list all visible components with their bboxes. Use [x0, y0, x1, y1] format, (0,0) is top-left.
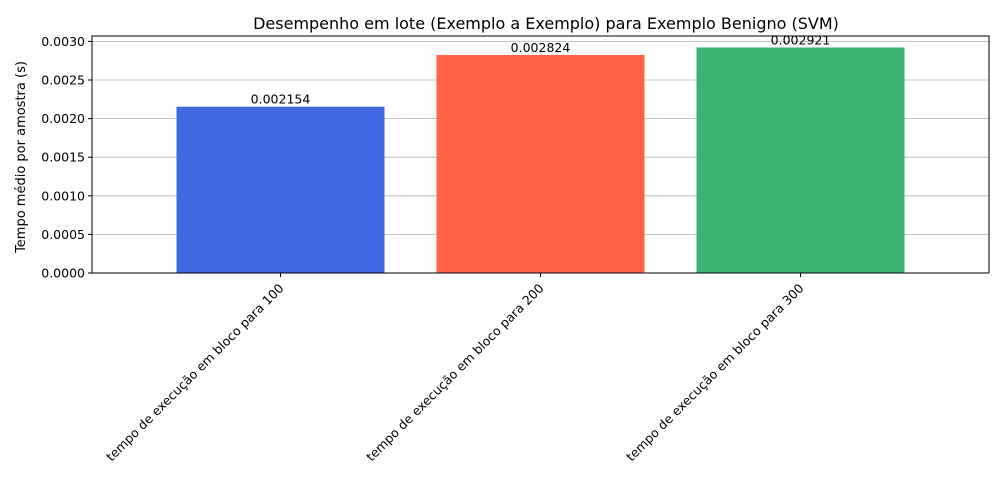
bar-value-label: 0.002154	[251, 92, 311, 107]
y-tick-label: 0.0020	[41, 111, 85, 126]
bars	[176, 47, 905, 274]
plot-frame	[91, 35, 990, 274]
bar	[696, 47, 905, 273]
y-axis-ticks: 0.0000 0.0005 0.0010 0.0015 0.0020 0.0025 0.00…	[41, 34, 92, 281]
x-axis-ticks: tempo de execução em bloco para 100 tempo…	[103, 273, 807, 464]
bar-value-label: 0.002921	[771, 33, 831, 48]
x-tick-label: tempo de execução em bloco para 100	[103, 280, 287, 464]
bar-value-label: 0.002824	[511, 40, 571, 55]
y-tick-label: 0.0000	[41, 266, 85, 281]
y-tick-label: 0.0030	[41, 34, 85, 49]
y-tick-label: 0.0015	[41, 150, 85, 165]
chart-title: Desempenho em lote (Exemplo a Exemplo) p…	[253, 14, 839, 33]
y-tick-label: 0.0025	[41, 73, 85, 88]
y-tick-label: 0.0010	[41, 188, 85, 203]
bar	[436, 54, 645, 274]
y-tick-label: 0.0005	[41, 227, 85, 242]
y-axis-label: Tempo médio por amostra (s)	[14, 61, 29, 254]
x-tick-label: tempo de execução em bloco para 300	[623, 280, 807, 464]
x-tick-label: tempo de execução em bloco para 200	[363, 280, 547, 464]
bar	[176, 106, 385, 273]
